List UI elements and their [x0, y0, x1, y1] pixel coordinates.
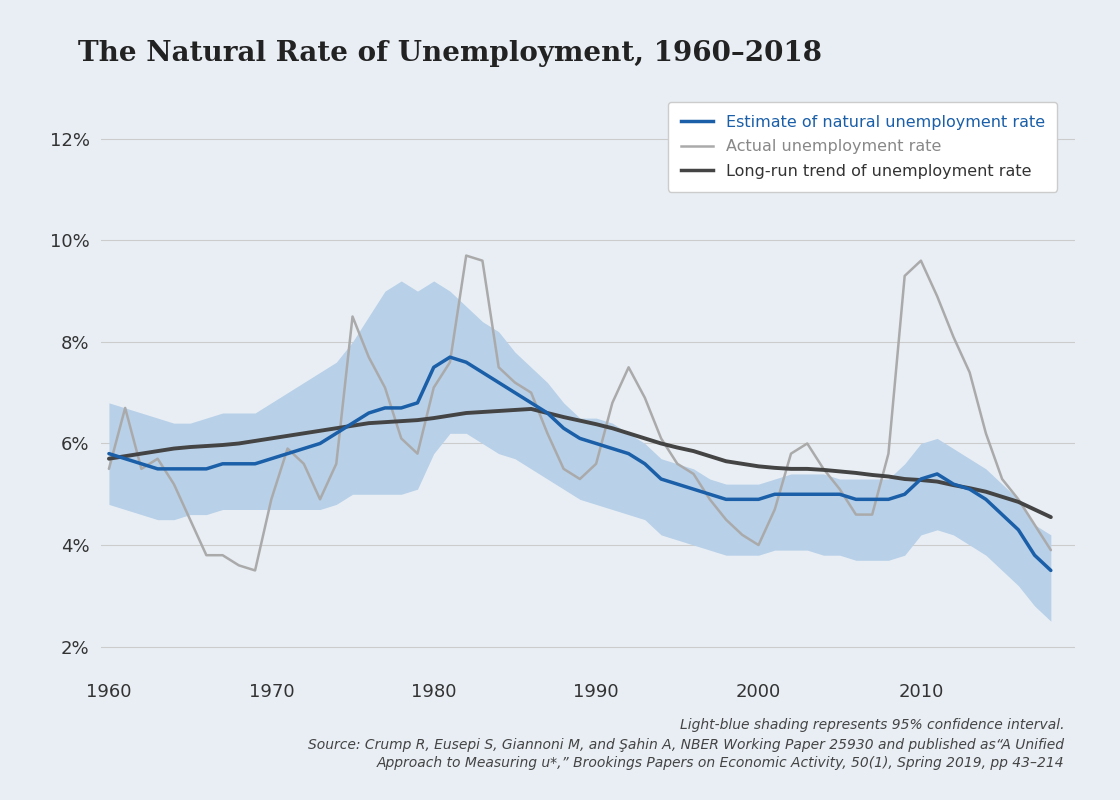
Text: Source: Crump R, Eusepi S, Giannoni M, and Şahin A, NBER Working Paper 25930 and: Source: Crump R, Eusepi S, Giannoni M, a…	[308, 738, 1064, 752]
Text: The Natural Rate of Unemployment, 1960–2018: The Natural Rate of Unemployment, 1960–2…	[78, 40, 822, 67]
Text: Approach to Measuring u*,” Brookings Papers on Economic Activity, 50(1), Spring : Approach to Measuring u*,” Brookings Pap…	[376, 755, 1064, 770]
Legend: Estimate of natural unemployment rate, Actual unemployment rate, Long-run trend : Estimate of natural unemployment rate, A…	[668, 102, 1057, 191]
Text: Light-blue shading represents 95% confidence interval.: Light-blue shading represents 95% confid…	[680, 718, 1064, 732]
